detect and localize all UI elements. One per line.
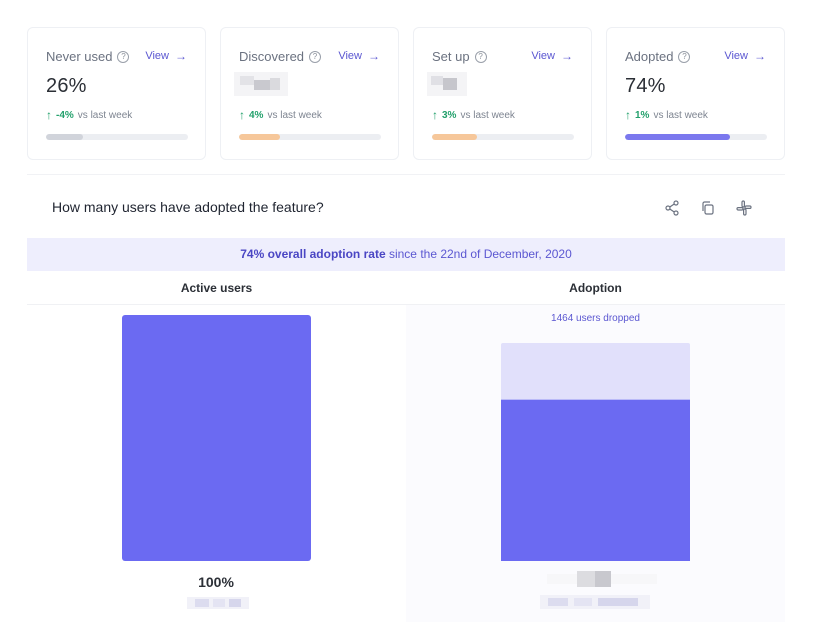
delta-value: 4% <box>249 109 264 121</box>
adoption-panel: How many users have adopted the feature?… <box>27 174 785 622</box>
banner-strong: 74% overall adoption rate <box>240 247 386 261</box>
view-link[interactable]: View → <box>338 49 380 63</box>
card-discovered: Discovered ? View → ↑ 4% vs last week <box>220 27 399 160</box>
arrow-right-icon[interactable]: → <box>368 49 380 63</box>
panel-actions <box>663 199 753 217</box>
summary-cards: Never used ? View → 26% ↑ -4% vs last we… <box>27 27 785 160</box>
progress-fill <box>46 134 83 140</box>
info-icon[interactable]: ? <box>474 50 487 63</box>
delta: ↑ 4% vs last week <box>239 108 322 122</box>
users-dropped-label: 1464 users dropped <box>551 313 640 324</box>
arrow-up-icon: ↑ <box>625 108 631 122</box>
progress-fill <box>239 134 281 140</box>
column-headers: Active users Adoption <box>27 271 785 305</box>
panel-title: How many users have adopted the feature? <box>52 199 324 215</box>
card-set-up: Set up ? View → ↑ 3% vs last week <box>413 27 592 160</box>
arrow-right-icon[interactable]: → <box>561 49 573 63</box>
delta-value: 1% <box>635 109 650 121</box>
arrow-up-icon: ↑ <box>46 108 52 122</box>
arrow-right-icon[interactable]: → <box>175 49 187 63</box>
redacted-sublabel <box>187 597 249 609</box>
progress-bar <box>625 134 767 140</box>
view-link[interactable]: View → <box>531 49 573 63</box>
progress-fill <box>625 134 731 140</box>
info-icon[interactable]: ? <box>309 50 322 63</box>
column-header-active-users: Active users <box>180 281 253 295</box>
redacted-value <box>547 571 657 587</box>
card-title-wrap: Set up ? <box>432 49 487 64</box>
redacted-sublabel <box>540 595 650 609</box>
card-value: 74% <box>625 75 666 97</box>
progress-bar <box>432 134 574 140</box>
view-label[interactable]: View <box>531 50 555 62</box>
delta-suffix: vs last week <box>267 109 322 121</box>
progress-bar <box>46 134 188 140</box>
delta-suffix: vs last week <box>460 109 515 121</box>
arrow-right-icon[interactable]: → <box>754 49 766 63</box>
card-title-wrap: Adopted ? <box>625 49 691 64</box>
delta-value: -4% <box>56 109 74 121</box>
arrow-up-icon: ↑ <box>432 108 438 122</box>
slack-icon[interactable] <box>735 199 753 217</box>
view-label[interactable]: View <box>145 50 169 62</box>
adoption-banner: 74% overall adoption rate since the 22nd… <box>27 238 785 271</box>
delta: ↑ 3% vs last week <box>432 108 515 122</box>
delta-suffix: vs last week <box>653 109 708 121</box>
view-link[interactable]: View → <box>145 49 187 63</box>
redacted-value <box>427 72 481 96</box>
adoption-chart: 100% <box>122 315 690 590</box>
card-title: Adopted <box>625 49 674 64</box>
info-icon[interactable]: ? <box>117 50 130 63</box>
view-label[interactable]: View <box>338 50 362 62</box>
active-users-value: 100% <box>198 574 234 590</box>
copy-icon[interactable] <box>699 199 717 217</box>
view-link[interactable]: View → <box>724 49 766 63</box>
delta: ↑ 1% vs last week <box>625 108 708 122</box>
progress-fill <box>432 134 478 140</box>
card-value: 26% <box>46 75 87 97</box>
share-icon[interactable] <box>663 199 681 217</box>
progress-bar <box>239 134 381 140</box>
arrow-up-icon: ↑ <box>239 108 245 122</box>
view-label[interactable]: View <box>724 50 748 62</box>
card-title-wrap: Discovered ? <box>239 49 322 64</box>
card-adopted: Adopted ? View → 74% ↑ 1% vs last week <box>606 27 785 160</box>
column-header-adoption: Adoption <box>569 281 622 295</box>
bar-adopted-users <box>501 399 690 561</box>
card-never-used: Never used ? View → 26% ↑ -4% vs last we… <box>27 27 206 160</box>
card-title: Never used <box>46 49 113 64</box>
delta-value: 3% <box>442 109 457 121</box>
redacted-value <box>234 72 288 96</box>
card-title: Set up <box>432 49 470 64</box>
bar-active-users <box>122 315 311 561</box>
delta-suffix: vs last week <box>77 109 133 121</box>
card-title-wrap: Never used ? <box>46 49 130 64</box>
card-title: Discovered <box>239 49 305 64</box>
delta: ↑ -4% vs last week <box>46 108 132 122</box>
info-icon[interactable]: ? <box>678 50 691 63</box>
banner-rest: since the 22nd of December, 2020 <box>388 247 572 261</box>
